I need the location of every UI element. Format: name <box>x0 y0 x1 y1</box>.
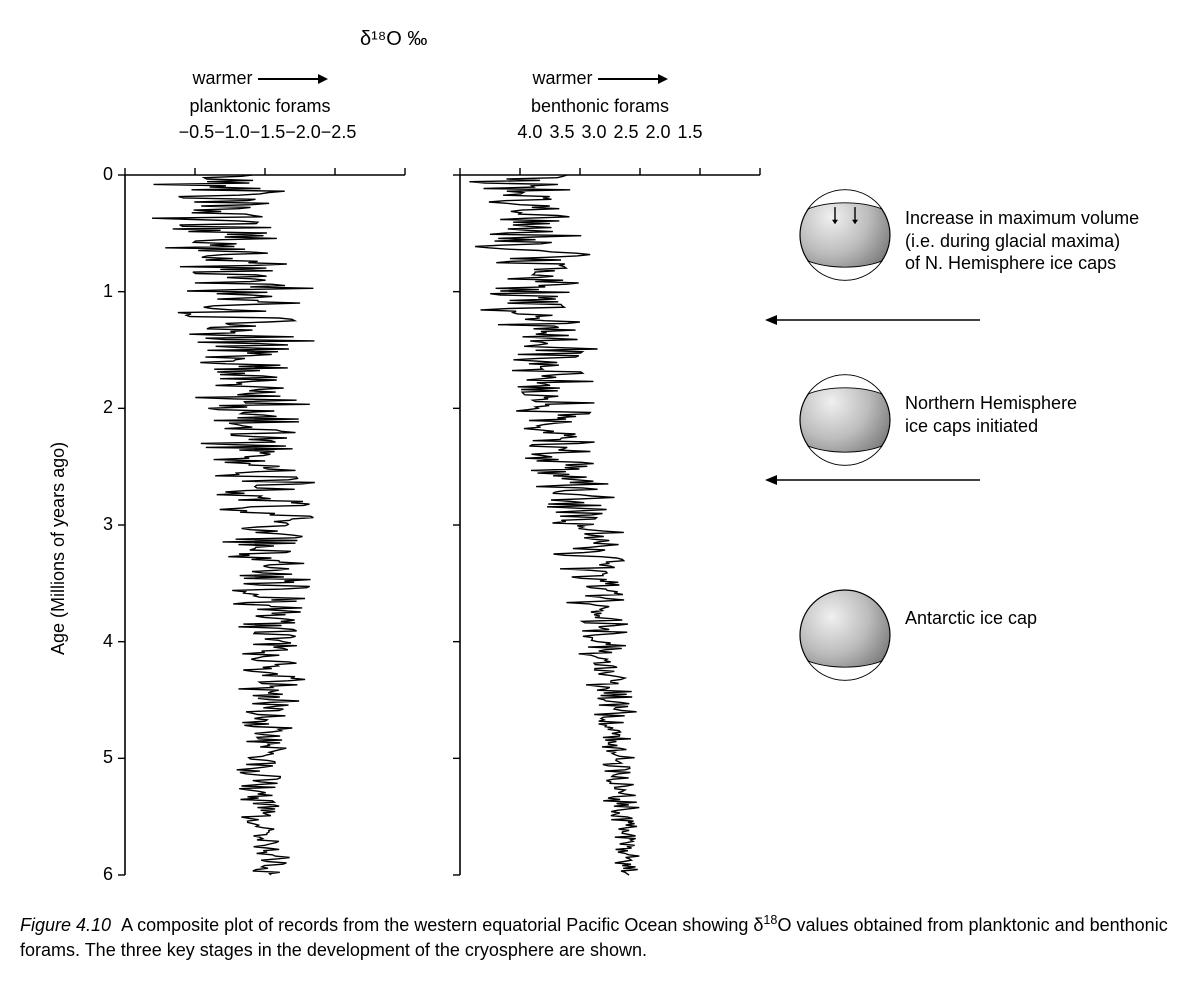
annotation-1: Northern Hemisphereice caps initiated <box>905 392 1185 437</box>
annotation-0: Increase in maximum volume(i.e. during g… <box>905 207 1185 275</box>
caption-pre: A composite plot of records from the wes… <box>121 915 763 935</box>
figure-container: δ¹⁸O ‰ Age (Millions of years ago) warme… <box>20 20 1172 900</box>
caption-fignum: Figure 4.10 <box>20 915 111 935</box>
figure-caption: Figure 4.10 A composite plot of records … <box>20 912 1172 963</box>
caption-sup: 18 <box>763 913 777 927</box>
plot-svg <box>20 20 1172 900</box>
annotation-2: Antarctic ice cap <box>905 607 1185 630</box>
